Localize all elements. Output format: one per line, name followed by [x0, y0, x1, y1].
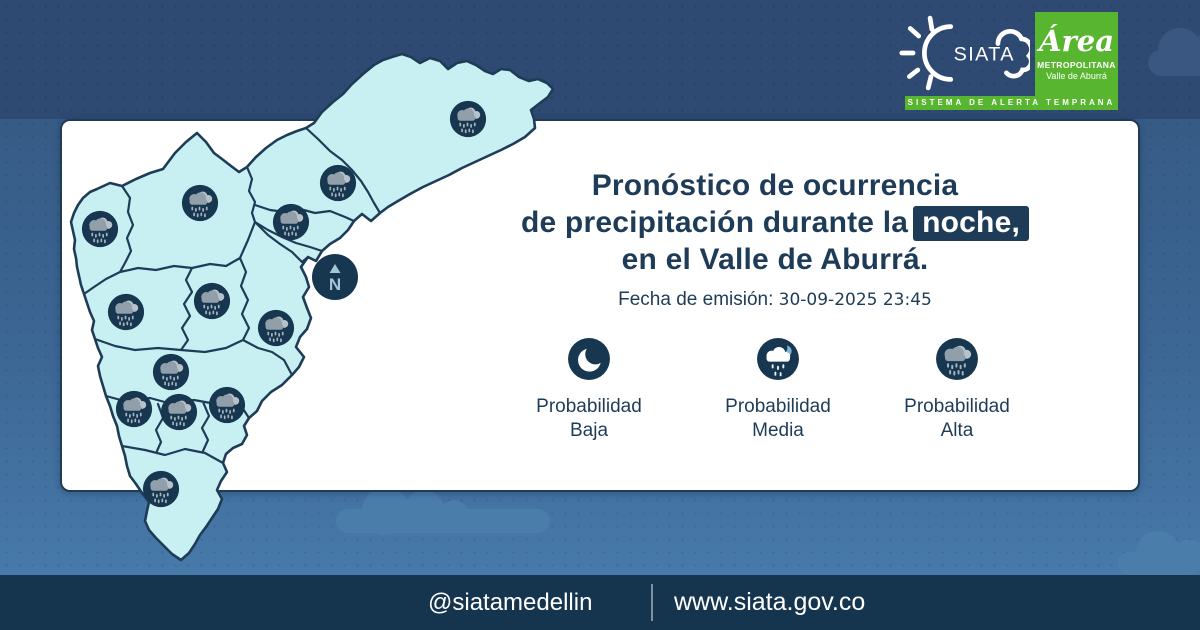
legend-item-alta: Probabilidad Alta — [862, 337, 1052, 443]
highlight-noche: noche, — [913, 206, 1030, 241]
title-line-2: de precipitación durante la noche, — [420, 204, 1130, 241]
area-metropolitana-logo: Área METROPOLITANA Valle de Aburrá — [1035, 12, 1118, 96]
legend-label: Probabilidad Media — [725, 396, 831, 441]
emission-label: Fecha de emisión: — [618, 289, 774, 310]
cloud-decoration — [1172, 540, 1200, 574]
alert-banner: SISTEMA DE ALERTA TEMPRANA — [905, 96, 1118, 110]
area-logo-script: Área — [1038, 23, 1115, 58]
legend-label: Probabilidad Alta — [904, 396, 1010, 441]
emission-value: 30-09-2025 23:45 — [778, 290, 932, 310]
cloud-heavy-rain-icon — [936, 338, 978, 380]
sun-ray-icon — [906, 67, 921, 79]
legend-label: Probabilidad Baja — [536, 396, 642, 441]
sun-ray-icon — [927, 15, 935, 32]
cloud-moon-rain-icon — [757, 338, 799, 380]
siata-logo: SIATA — [899, 15, 1030, 91]
sun-arc-icon — [922, 24, 954, 82]
title-line-1: Pronóstico de ocurrencia — [591, 169, 959, 202]
legend-item-baja: Probabilidad Baja — [494, 337, 684, 443]
social-handle[interactable]: @siatamedellin — [428, 588, 593, 616]
cloud-decoration — [1188, 34, 1200, 72]
legend-item-media: Probabilidad Media — [683, 337, 873, 443]
area-logo-line3: Valle de Aburrá — [1046, 70, 1107, 81]
crescent-moon-icon — [568, 338, 610, 380]
sun-ray-icon — [925, 74, 934, 91]
page-title: Pronóstico de ocurrencia de precipitació… — [420, 167, 1130, 278]
footer-bar: @siatamedellin www.siata.gov.co — [0, 575, 1200, 630]
siata-logo-text: SIATA — [954, 44, 1015, 66]
sun-ray-icon — [907, 26, 922, 39]
footer-divider — [651, 584, 653, 621]
website-link[interactable]: www.siata.gov.co — [674, 588, 866, 616]
title-line-3: en el Valle de Aburrá. — [621, 243, 929, 276]
emission-date: Fecha de emisión: 30-09-2025 23:45 — [420, 289, 1130, 311]
cloud-outline-icon — [995, 28, 1030, 79]
area-logo-line2: METROPOLITANA — [1037, 59, 1116, 70]
